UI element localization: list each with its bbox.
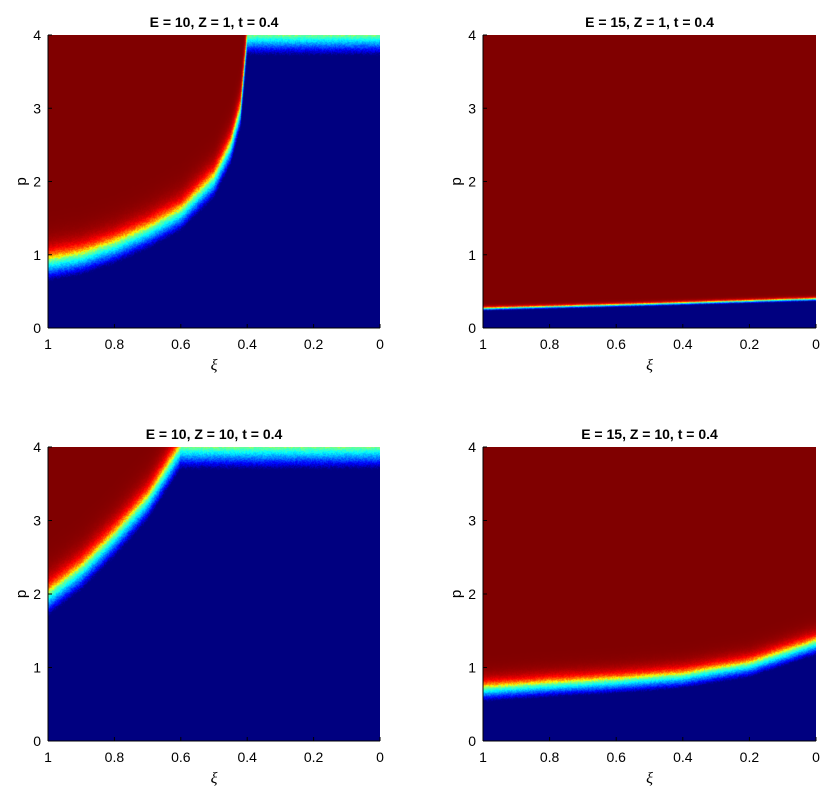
x-tick-label: 1 [44,749,52,765]
x-tick-label: 1 [44,336,52,352]
x-tick-label: 0.2 [740,336,760,352]
x-tick-label: 0.2 [304,749,324,765]
y-tick-label: 0 [468,733,476,749]
x-tick-label: 0.6 [606,749,626,765]
y-tick-label: 2 [468,586,476,602]
x-tick-label: 0.8 [540,336,560,352]
y-tick-label: 4 [468,439,476,455]
panel-title: E = 15, Z = 10, t = 0.4 [581,426,718,442]
y-tick-label: 1 [33,660,41,676]
y-tick-label: 3 [33,513,41,529]
panel-1: E = 10, Z = 1, t = 0.41 0.8 0.6 0.4 0.2 00123… [13,14,384,374]
panel-title: E = 10, Z = 10, t = 0.4 [146,426,283,442]
y-axis-label: p [13,590,30,598]
panel-2: E = 15, Z = 1, t = 0.41 0.8 0.6 0.4 0.2 00123… [448,14,820,374]
y-tick-label: 2 [33,174,41,190]
y-tick-label: 1 [468,247,476,263]
panel-title: E = 10, Z = 1, t = 0.4 [150,14,279,30]
y-axis-label: p [448,177,465,185]
x-tick-label: 1 [479,336,487,352]
x-axis-label: ξ [211,770,218,787]
y-tick-label: 3 [468,100,476,116]
y-tick-label: 0 [468,320,476,336]
y-tick-label: 1 [468,660,476,676]
x-tick-label: 0 [376,749,384,765]
x-tick-label: 0 [376,336,384,352]
x-axis-label: ξ [646,770,653,787]
x-tick-label: 0.4 [673,336,693,352]
x-tick-label: 0.6 [606,336,626,352]
x-tick-label: 0.8 [105,336,125,352]
x-tick-label: 0.2 [304,336,324,352]
y-tick-label: 4 [33,27,41,43]
panel-4: E = 15, Z = 10, t = 0.41 0.8 0.6 0.4 0.2 0012… [448,426,820,787]
y-tick-label: 3 [33,100,41,116]
heatmap-field [483,447,816,741]
y-tick-label: 3 [468,513,476,529]
x-tick-label: 0.6 [171,749,191,765]
y-tick-label: 0 [33,320,41,336]
x-tick-label: 0.4 [673,749,693,765]
y-tick-label: 0 [33,733,41,749]
x-tick-label: 0.2 [740,749,760,765]
x-axis-label: ξ [211,357,218,374]
panel-title: E = 15, Z = 1, t = 0.4 [585,14,714,30]
x-tick-label: 0 [812,749,820,765]
y-tick-label: 4 [468,27,476,43]
x-tick-label: 1 [479,749,487,765]
x-tick-label: 0.8 [540,749,560,765]
y-axis-label: p [13,177,30,185]
heatmap-field [48,35,380,328]
x-tick-label: 0.6 [171,336,191,352]
x-axis-label: ξ [646,357,653,374]
x-tick-label: 0.4 [237,336,257,352]
y-tick-label: 2 [468,174,476,190]
x-tick-label: 0 [812,336,820,352]
heatmap-field [48,447,380,741]
panels: E = 10, Z = 1, t = 0.41 0.8 0.6 0.4 0.2 00123… [13,14,820,787]
x-tick-label: 0.4 [237,749,257,765]
panel-3: E = 10, Z = 10, t = 0.41 0.8 0.6 0.4 0.2 0012… [13,426,384,787]
y-tick-label: 4 [33,439,41,455]
y-tick-label: 2 [33,586,41,602]
y-tick-label: 1 [33,247,41,263]
x-tick-label: 0.8 [105,749,125,765]
y-axis-label: p [448,590,465,598]
heatmap-field [483,35,816,328]
